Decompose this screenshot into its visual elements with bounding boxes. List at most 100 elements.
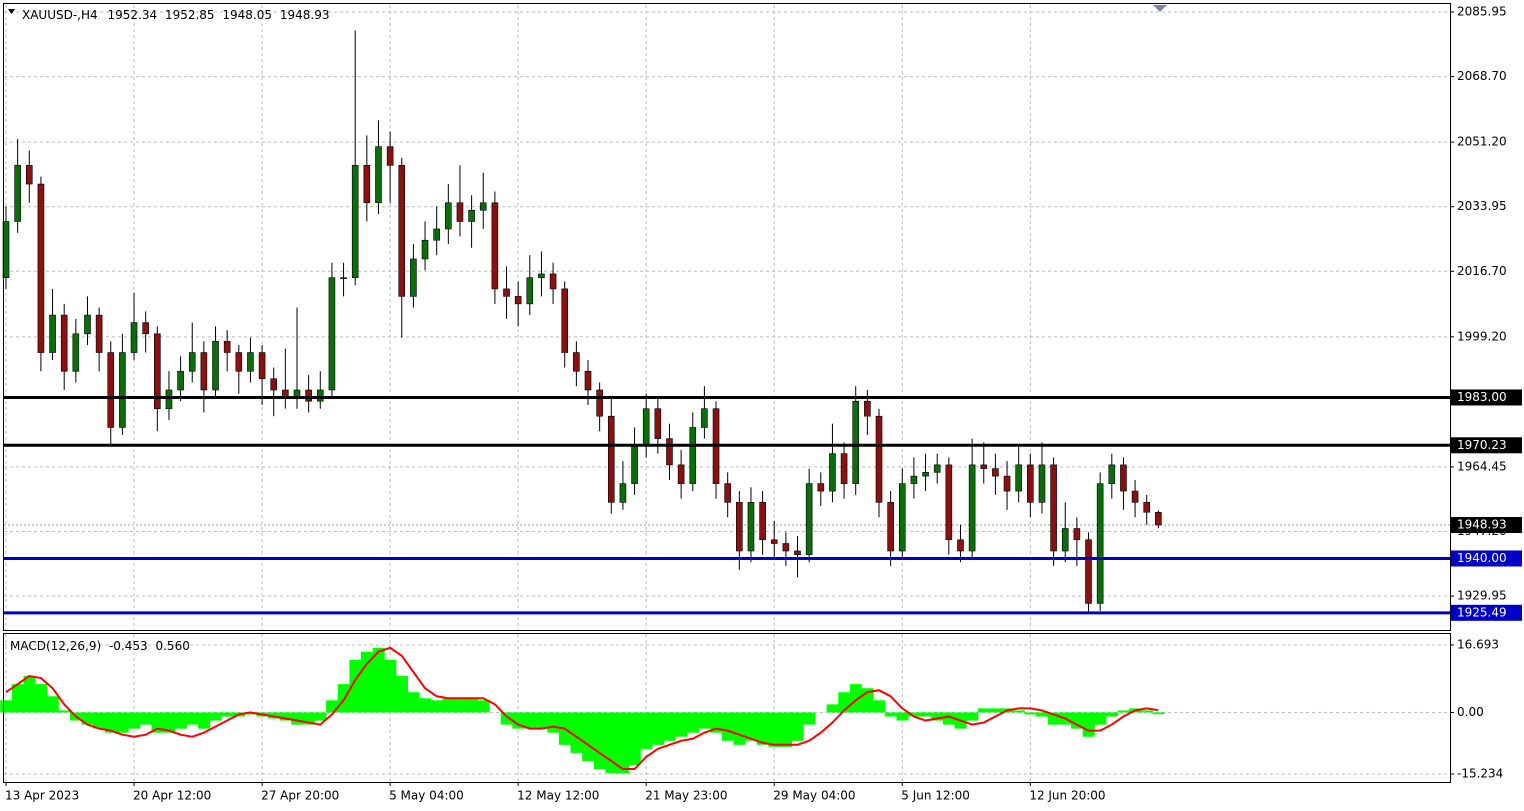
candle-body bbox=[491, 202, 499, 290]
candle-body bbox=[316, 389, 324, 402]
macd-bar bbox=[58, 710, 71, 713]
candle-body bbox=[363, 165, 371, 204]
y-tick-label: 2051.20 bbox=[1457, 135, 1507, 149]
macd-tick-label: 0.00 bbox=[1457, 705, 1484, 719]
candle-body bbox=[677, 464, 685, 484]
macd-bar bbox=[198, 712, 211, 729]
candle-body bbox=[514, 296, 522, 305]
x-tick-label: 5 May 04:00 bbox=[389, 789, 464, 803]
candle-body bbox=[119, 352, 126, 428]
candle-body bbox=[177, 370, 184, 391]
candle-body bbox=[49, 314, 56, 353]
bid-label-box bbox=[1451, 517, 1522, 534]
y-tick-label: 1929.95 bbox=[1457, 589, 1507, 603]
candle-body bbox=[130, 322, 138, 353]
candle-body bbox=[223, 341, 231, 353]
close-value: 1948.93 bbox=[280, 8, 330, 22]
candle-body bbox=[933, 464, 941, 473]
macd-bar bbox=[465, 698, 478, 713]
candle-body bbox=[37, 183, 45, 353]
candle-body bbox=[805, 483, 813, 556]
candle-body bbox=[794, 550, 801, 556]
macd-main-value: -0.453 bbox=[109, 639, 148, 653]
candle-body bbox=[479, 202, 487, 211]
low-value: 1948.05 bbox=[222, 8, 272, 22]
candle-body bbox=[898, 483, 906, 552]
candle-body bbox=[631, 445, 638, 484]
macd-bar bbox=[500, 712, 513, 725]
candle-body bbox=[887, 502, 894, 552]
macd-bar bbox=[1105, 712, 1119, 717]
candle-body bbox=[1038, 464, 1046, 503]
macd-bar bbox=[663, 712, 676, 741]
macd-bar bbox=[908, 712, 921, 717]
candle-body bbox=[654, 408, 662, 439]
candle-body bbox=[1108, 464, 1116, 484]
candle-body bbox=[549, 273, 557, 290]
candle-body bbox=[1061, 528, 1069, 552]
candle-body bbox=[410, 258, 417, 297]
macd-bar bbox=[104, 712, 117, 733]
macd-bar bbox=[430, 700, 443, 713]
candle-body bbox=[1096, 483, 1104, 604]
macd-bar bbox=[151, 712, 164, 733]
macd-bar bbox=[640, 712, 653, 749]
symbol: XAUUSD-,H4 bbox=[22, 8, 98, 22]
candle-body bbox=[1120, 464, 1127, 492]
candle-body bbox=[351, 165, 359, 278]
level-label-box bbox=[1451, 437, 1522, 454]
candle-body bbox=[1131, 490, 1139, 503]
macd-bar bbox=[710, 712, 723, 733]
x-tick-label: 20 Apr 12:00 bbox=[133, 789, 211, 803]
macd-bar bbox=[675, 712, 688, 737]
x-tick-label: 12 May 12:00 bbox=[517, 789, 599, 803]
macd-bar bbox=[93, 712, 106, 729]
macd-bar bbox=[896, 712, 909, 721]
candle-body bbox=[584, 370, 592, 391]
candle-body bbox=[747, 502, 755, 552]
macd-bar bbox=[977, 708, 990, 713]
candle-body bbox=[1155, 511, 1162, 526]
candle-body bbox=[25, 165, 33, 185]
candle-body bbox=[340, 277, 347, 279]
macd-bar bbox=[756, 712, 769, 745]
candle-body bbox=[1085, 539, 1092, 604]
candle-body bbox=[456, 202, 464, 222]
macd-bar bbox=[523, 712, 537, 729]
macd-bar bbox=[884, 712, 897, 717]
bid-label: 1948.93 bbox=[1457, 518, 1507, 532]
macd-header: MACD(12,26,9) -0.453 0.560 bbox=[10, 639, 190, 653]
macd-bar bbox=[279, 712, 292, 721]
macd-bar bbox=[966, 712, 979, 721]
candle-body bbox=[468, 209, 475, 222]
candle-body bbox=[235, 352, 243, 372]
candle-body bbox=[95, 314, 103, 353]
candle-body bbox=[840, 453, 848, 484]
macd-tick-label: 16.693 bbox=[1457, 637, 1499, 651]
candle-body bbox=[328, 277, 336, 391]
macd-bar bbox=[1012, 710, 1025, 713]
macd-bar bbox=[733, 712, 746, 745]
macd-bar bbox=[721, 712, 734, 741]
candle-body bbox=[188, 352, 196, 372]
candle-body bbox=[1015, 464, 1022, 492]
macd-title: MACD(12,26,9) bbox=[10, 639, 101, 653]
candle-body bbox=[1073, 528, 1081, 541]
candle-body bbox=[770, 539, 778, 544]
macd-bar bbox=[139, 712, 152, 725]
macd-panel-frame bbox=[3, 633, 1451, 783]
macd-bar bbox=[454, 698, 467, 713]
macd-bar bbox=[349, 659, 362, 713]
candle-body bbox=[72, 333, 80, 372]
macd-bar bbox=[931, 712, 944, 721]
macd-bar bbox=[361, 651, 374, 713]
macd-bar bbox=[1140, 710, 1153, 713]
candle-body bbox=[945, 464, 953, 541]
candle-body bbox=[538, 273, 545, 278]
x-tick-label: 27 Apr 20:00 bbox=[261, 789, 339, 803]
macd-bar bbox=[1094, 712, 1107, 725]
candle-body bbox=[1050, 464, 1057, 552]
macd-bar bbox=[11, 684, 24, 713]
